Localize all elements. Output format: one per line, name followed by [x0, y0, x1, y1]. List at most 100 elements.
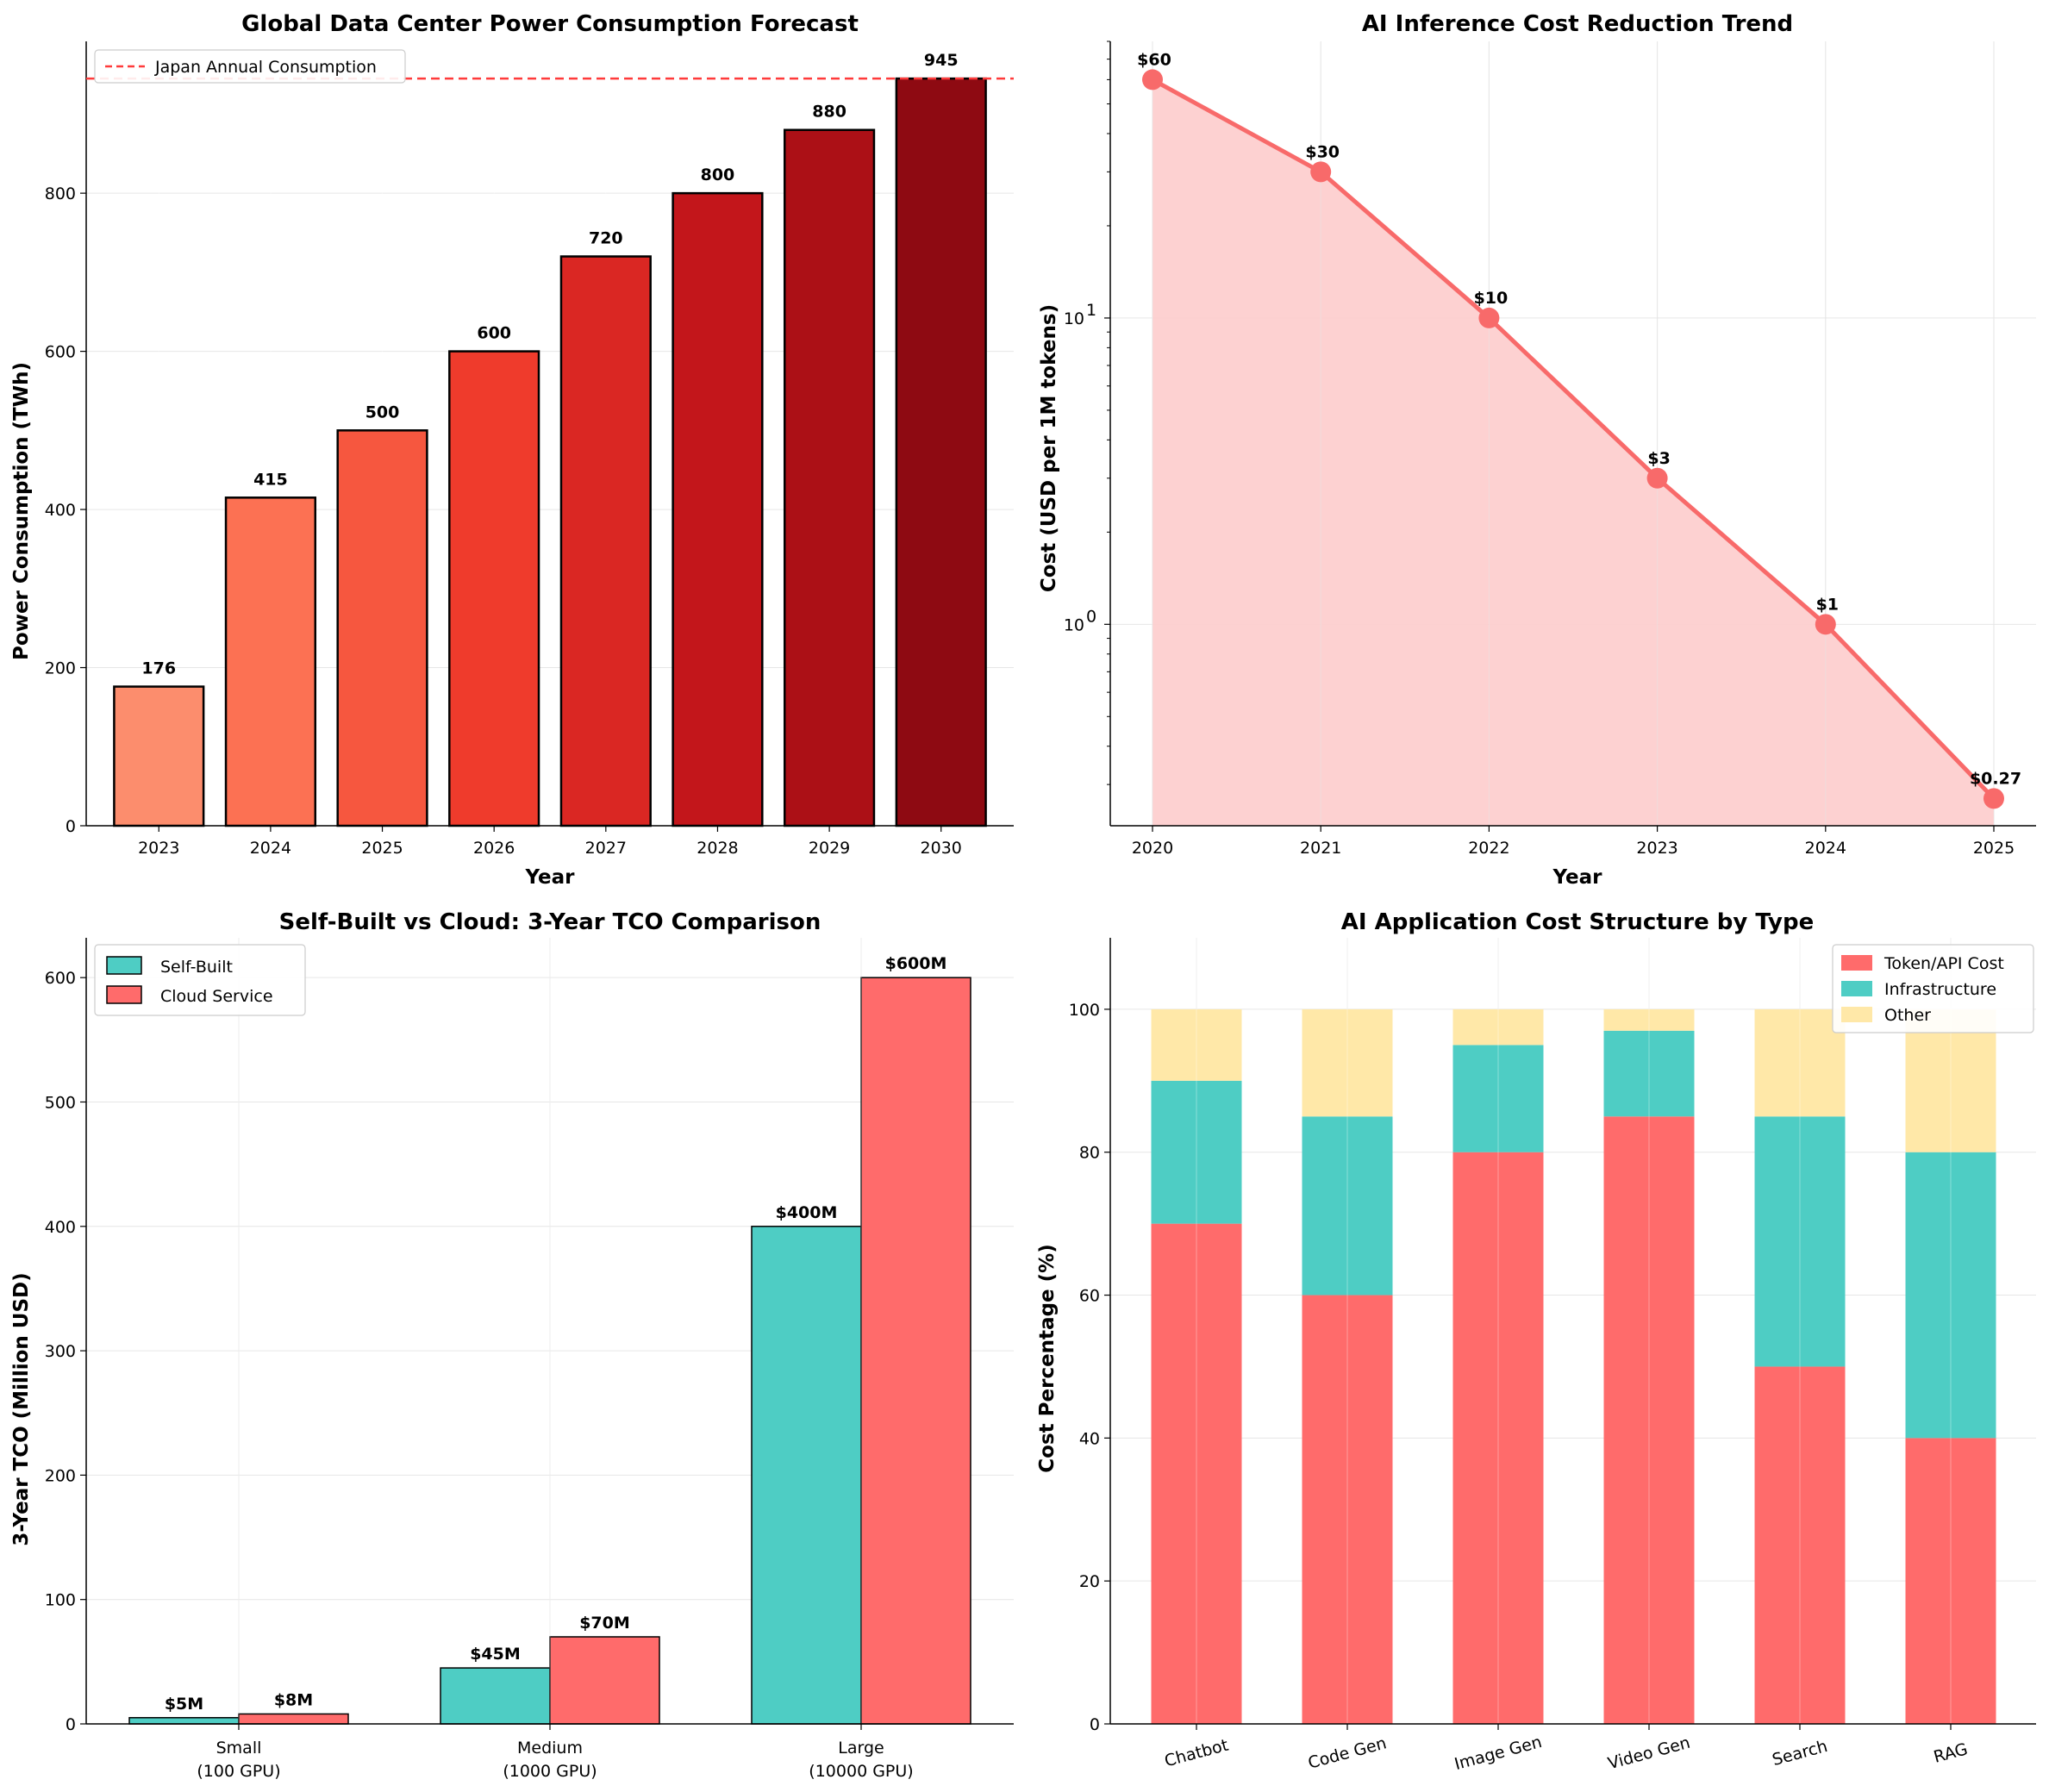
y-tick-label: 60 — [1079, 1287, 1100, 1306]
segment-video-gen-2 — [1603, 1008, 1695, 1031]
bar-value-label: 800 — [701, 165, 735, 184]
x-tick-label: 2021 — [1300, 839, 1341, 858]
legend-swatch-token-api — [1841, 955, 1872, 971]
x-tick-label: Medium — [517, 1739, 583, 1758]
segment-search-2 — [1754, 1008, 1846, 1117]
segment-search-0 — [1754, 1366, 1846, 1724]
segment-image-gen-2 — [1452, 1008, 1544, 1046]
bar-2028 — [672, 191, 764, 827]
x-tick-label: 2030 — [921, 839, 962, 858]
y-tick-label: 600 — [45, 343, 76, 362]
legend-ref-line-label: Japan Annual Consumption — [154, 58, 377, 77]
bar-2026 — [448, 350, 540, 827]
segment-rag-0 — [1905, 1438, 1996, 1724]
bar-value-label: $8M — [274, 1690, 313, 1709]
bar-cloud-service-2 — [860, 977, 971, 1725]
data-point-2020 — [1142, 69, 1163, 91]
x-tick-label: Image Gen — [1452, 1733, 1544, 1774]
bar-2023 — [113, 685, 205, 827]
y-tick-label: 0 — [1090, 1715, 1100, 1734]
y-tick-label: 800 — [45, 184, 76, 203]
segment-rag-1 — [1905, 1152, 1996, 1439]
legend-swatch-cloud-service — [106, 985, 142, 1004]
x-tick-label: 2029 — [809, 839, 850, 858]
point-value-label: $0.27 — [1970, 769, 2021, 788]
y-tick-label: 100 — [45, 1591, 76, 1610]
bar-value-label: $400M — [776, 1203, 838, 1222]
segment-code-gen-1 — [1302, 1116, 1393, 1296]
x-tick-label: Search — [1771, 1737, 1830, 1770]
bar-value-label: 720 — [589, 229, 623, 248]
x-tick-label: 2024 — [1805, 839, 1846, 858]
y-tick-label: 0 — [66, 1715, 76, 1734]
inference-cost-chart: AI Inference Cost Reduction Trend Year C… — [1038, 11, 2036, 889]
bar-2025 — [336, 429, 428, 827]
segment-search-1 — [1754, 1116, 1846, 1367]
segment-video-gen-0 — [1603, 1116, 1695, 1724]
legend-swatch-self-built — [106, 956, 142, 975]
y-tick-label: 600 — [45, 969, 76, 988]
x-tick-label-sub: (10000 GPU) — [809, 1762, 913, 1781]
bar-value-label: 415 — [253, 470, 288, 489]
segment-code-gen-0 — [1302, 1295, 1393, 1724]
legend-label-self-built: Self-Built — [160, 958, 233, 977]
bar-value-label: $45M — [470, 1645, 521, 1664]
x-tick-label: 2024 — [250, 839, 291, 858]
x-tick-label-sub: (1000 GPU) — [503, 1762, 597, 1781]
bar-2024 — [224, 496, 317, 827]
x-tick-label-sub: (100 GPU) — [197, 1762, 280, 1781]
cost-structure-chart: AI Application Cost Structure by Type Co… — [1036, 909, 2036, 1774]
bar-2027 — [559, 255, 652, 827]
bar-cloud-service-0 — [238, 1713, 349, 1725]
x-tick-label: Video Gen — [1606, 1733, 1692, 1774]
x-tick-label: 2025 — [361, 839, 403, 858]
y-tick-label: 300 — [45, 1342, 76, 1361]
legend-swatch-other — [1841, 1007, 1872, 1022]
y-tick-label: 0 — [66, 817, 76, 836]
y-tick-label: 200 — [45, 1466, 76, 1485]
y-tick-exponent: 1 — [1086, 301, 1096, 320]
chart-title: AI Application Cost Structure by Type — [1341, 909, 1814, 935]
chart-title: Global Data Center Power Consumption For… — [241, 11, 859, 37]
x-tick-label: 2028 — [697, 839, 738, 858]
segment-chatbot-1 — [1151, 1080, 1242, 1224]
y-tick-label: 400 — [45, 1218, 76, 1237]
x-tick-label: Code Gen — [1306, 1733, 1389, 1772]
y-tick-label: 100 — [1069, 1001, 1100, 1020]
data-point-2021 — [1310, 161, 1332, 183]
bar-value-label: $70M — [579, 1614, 630, 1633]
legend: Self-Built Cloud Service — [94, 944, 306, 1016]
legend-label-token-api: Token/API Cost — [1883, 954, 2004, 973]
bar-cloud-service-1 — [549, 1636, 660, 1725]
point-value-label: $3 — [1647, 449, 1670, 468]
bar-value-label: 945 — [924, 51, 959, 70]
segment-chatbot-0 — [1151, 1223, 1242, 1724]
x-tick-label: 2023 — [138, 839, 179, 858]
segment-image-gen-0 — [1452, 1152, 1544, 1724]
tco-comparison-chart: Self-Built vs Cloud: 3-Year TCO Comparis… — [10, 909, 1014, 1781]
x-tick-label: Chatbot — [1163, 1736, 1231, 1771]
segment-chatbot-2 — [1151, 1008, 1242, 1081]
data-point-2024 — [1815, 614, 1836, 635]
x-tick-label: 2022 — [1468, 839, 1509, 858]
bar-2029 — [783, 128, 876, 827]
x-tick-label: 2025 — [1973, 839, 2015, 858]
chart-title: Self-Built vs Cloud: 3-Year TCO Comparis… — [279, 909, 821, 935]
bar-self-built-2 — [751, 1226, 862, 1725]
x-axis-label: Year — [524, 866, 575, 889]
area-fill — [1153, 79, 1994, 826]
point-value-label: $1 — [1816, 595, 1839, 614]
x-tick-label: 2020 — [1132, 839, 1173, 858]
y-tick-label: 400 — [45, 501, 76, 520]
y-tick-label: 10 — [1064, 615, 1084, 634]
x-tick-label: 2023 — [1636, 839, 1677, 858]
x-tick-label: Small — [216, 1739, 262, 1758]
segment-code-gen-2 — [1302, 1008, 1393, 1117]
chart-title: AI Inference Cost Reduction Trend — [1362, 11, 1793, 37]
x-tick-label: 2026 — [473, 839, 515, 858]
y-tick-label: 500 — [45, 1093, 76, 1112]
bar-value-label: $5M — [165, 1695, 203, 1714]
bar-2030 — [895, 77, 987, 827]
bar-value-label: 500 — [365, 403, 400, 421]
y-axis-label: 3-Year TCO (Million USD) — [10, 1272, 33, 1545]
